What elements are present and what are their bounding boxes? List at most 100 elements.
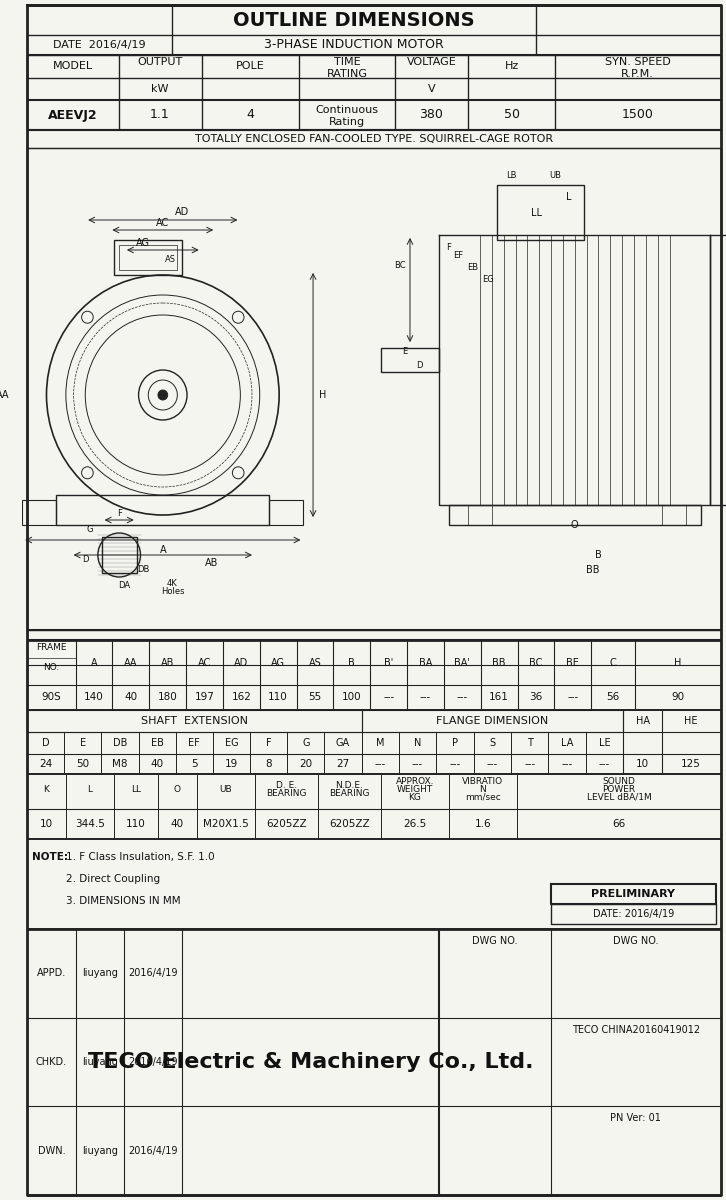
Text: Holes: Holes xyxy=(160,588,184,596)
Text: ---: --- xyxy=(524,758,535,769)
Text: L: L xyxy=(566,192,571,202)
Text: BEARING: BEARING xyxy=(329,788,370,798)
Text: SYN. SPEED: SYN. SPEED xyxy=(605,56,671,67)
Text: PN Ver: 01: PN Ver: 01 xyxy=(611,1114,661,1123)
Text: CHKD.: CHKD. xyxy=(36,1057,67,1067)
Text: LA: LA xyxy=(561,738,574,748)
Text: liuyang: liuyang xyxy=(82,1057,118,1067)
Text: 2. Direct Coupling: 2. Direct Coupling xyxy=(66,874,160,884)
Text: FRAME: FRAME xyxy=(36,643,67,653)
Text: 100: 100 xyxy=(342,692,362,702)
Text: NOTE:: NOTE: xyxy=(32,852,68,862)
Text: DB: DB xyxy=(113,738,127,748)
Text: BB: BB xyxy=(587,565,600,575)
Text: 1.1: 1.1 xyxy=(150,108,170,121)
Text: V: V xyxy=(428,84,435,94)
Bar xyxy=(119,245,177,270)
Text: AC: AC xyxy=(156,218,169,228)
Text: 2016/4/19: 2016/4/19 xyxy=(129,1057,178,1067)
Text: N: N xyxy=(479,785,486,793)
Text: 125: 125 xyxy=(681,758,701,769)
Text: 40: 40 xyxy=(150,758,164,769)
Text: GA: GA xyxy=(336,738,350,748)
Text: 3. DIMENSIONS IN MM: 3. DIMENSIONS IN MM xyxy=(66,896,181,906)
Text: F: F xyxy=(117,509,122,517)
Text: 2016/4/19: 2016/4/19 xyxy=(129,1146,178,1156)
Text: ---: --- xyxy=(375,758,386,769)
Bar xyxy=(662,505,686,526)
Text: 8: 8 xyxy=(265,758,272,769)
Text: NO.: NO. xyxy=(44,662,60,672)
Text: S: S xyxy=(489,738,495,748)
Text: DATE: 2016/4/19: DATE: 2016/4/19 xyxy=(593,910,674,919)
Text: AD: AD xyxy=(234,658,248,667)
Text: 4: 4 xyxy=(246,108,254,121)
Text: kW: kW xyxy=(151,84,168,94)
Bar xyxy=(114,240,182,275)
Text: SOUND: SOUND xyxy=(603,776,635,786)
Text: EB: EB xyxy=(151,738,163,748)
Text: 380: 380 xyxy=(420,108,444,121)
Text: AS: AS xyxy=(165,256,176,264)
Text: AD: AD xyxy=(175,206,189,217)
Text: 40: 40 xyxy=(171,818,184,829)
Text: 50: 50 xyxy=(76,758,89,769)
Text: G: G xyxy=(302,738,309,748)
Text: 1.6: 1.6 xyxy=(474,818,491,829)
Text: HE: HE xyxy=(685,716,698,726)
Text: N.D.E.: N.D.E. xyxy=(335,780,363,790)
Text: BB: BB xyxy=(492,658,506,667)
Text: B': B' xyxy=(384,658,393,667)
Text: AB: AB xyxy=(161,658,174,667)
Text: LL: LL xyxy=(531,208,542,218)
Text: 3-PHASE INDUCTION MOTOR: 3-PHASE INDUCTION MOTOR xyxy=(264,38,444,52)
Bar xyxy=(269,500,303,526)
Text: D: D xyxy=(82,556,89,564)
Text: M: M xyxy=(376,738,385,748)
Text: 344.5: 344.5 xyxy=(76,818,105,829)
Text: ---: --- xyxy=(486,758,498,769)
Text: ---: --- xyxy=(457,692,468,702)
Text: BEARING: BEARING xyxy=(266,788,306,798)
Text: 40: 40 xyxy=(124,692,137,702)
Text: DA: DA xyxy=(118,581,130,589)
Text: EG: EG xyxy=(224,738,238,748)
Text: LE: LE xyxy=(599,738,611,748)
Text: 180: 180 xyxy=(158,692,178,702)
Text: VIBRATIO: VIBRATIO xyxy=(462,776,503,786)
Text: AG: AG xyxy=(136,238,150,248)
Text: PRELIMINARY: PRELIMINARY xyxy=(592,889,675,899)
Text: 161: 161 xyxy=(489,692,509,702)
Text: 162: 162 xyxy=(232,692,251,702)
Text: 36: 36 xyxy=(529,692,542,702)
Text: A: A xyxy=(91,658,97,667)
Text: AA: AA xyxy=(124,658,137,667)
Text: 56: 56 xyxy=(606,692,620,702)
Text: 1500: 1500 xyxy=(622,108,653,121)
Text: D: D xyxy=(417,360,423,370)
Text: VOLTAGE: VOLTAGE xyxy=(407,56,456,67)
Text: POLE: POLE xyxy=(236,61,264,71)
Text: TIME: TIME xyxy=(334,56,360,67)
Text: AG: AG xyxy=(271,658,285,667)
Text: 197: 197 xyxy=(195,692,214,702)
Text: ---: --- xyxy=(412,758,423,769)
Text: 6205ZZ: 6205ZZ xyxy=(266,818,306,829)
Circle shape xyxy=(158,390,168,400)
Bar xyxy=(468,505,492,526)
Text: APPROX.: APPROX. xyxy=(396,776,434,786)
Text: A: A xyxy=(160,545,166,554)
Text: BC: BC xyxy=(394,260,406,270)
Text: BE: BE xyxy=(566,658,579,667)
Text: FLANGE DIMENSION: FLANGE DIMENSION xyxy=(436,716,549,726)
Text: DWG NO.: DWG NO. xyxy=(472,936,517,946)
Text: DATE  2016/4/19: DATE 2016/4/19 xyxy=(54,40,146,50)
Text: K: K xyxy=(44,785,49,793)
Text: 140: 140 xyxy=(84,692,104,702)
Text: 6205ZZ: 6205ZZ xyxy=(329,818,370,829)
Text: 110: 110 xyxy=(126,818,146,829)
Text: TOTALLY ENCLOSED FAN-COOLED TYPE. SQUIRREL-CAGE ROTOR: TOTALLY ENCLOSED FAN-COOLED TYPE. SQUIRR… xyxy=(195,134,553,144)
Text: liuyang: liuyang xyxy=(82,1146,118,1156)
Text: ---: --- xyxy=(599,758,610,769)
Text: ---: --- xyxy=(449,758,460,769)
